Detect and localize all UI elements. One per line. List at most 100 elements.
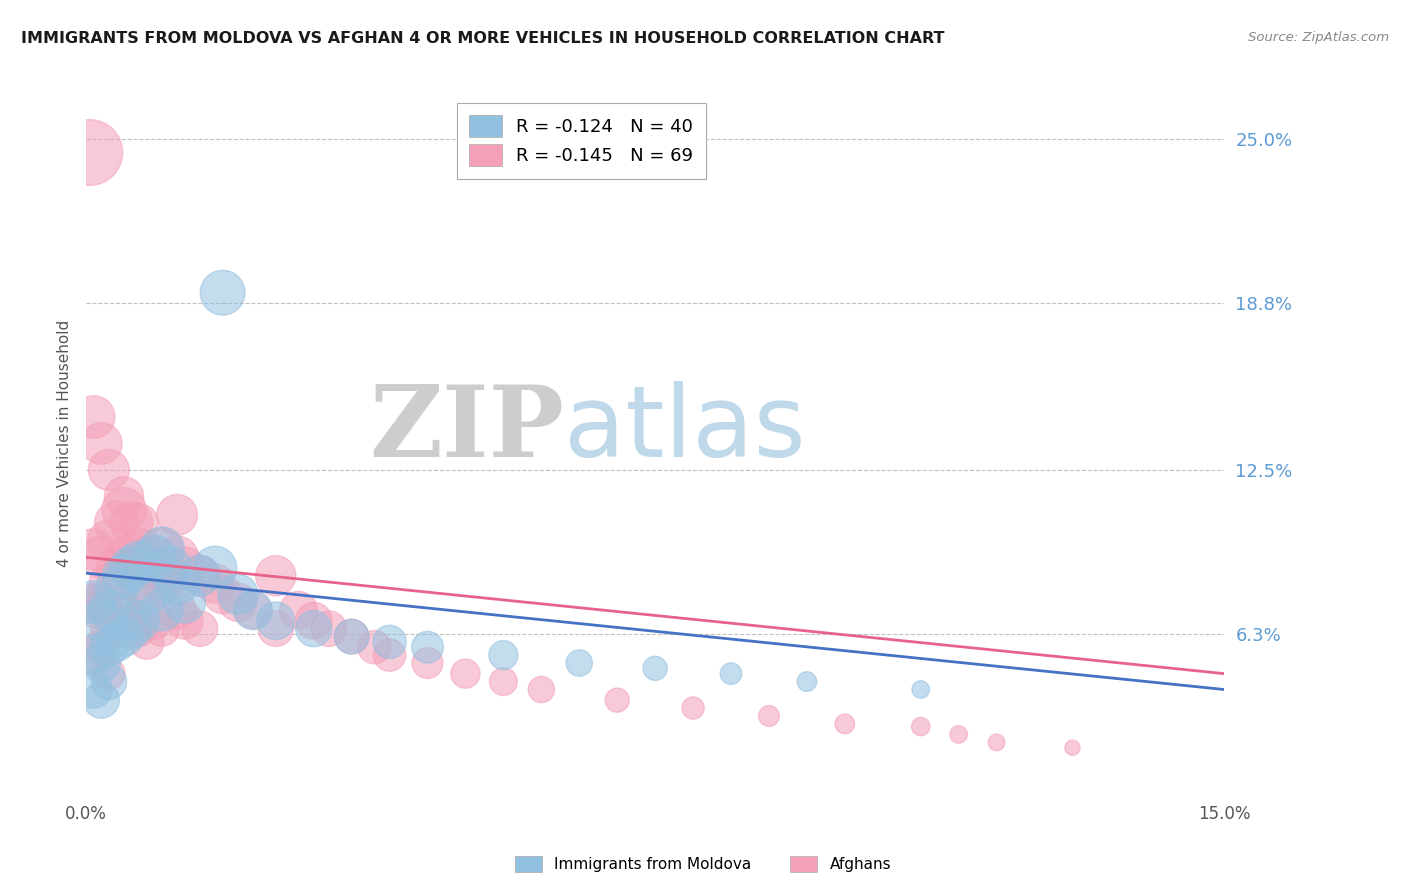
- Point: [97, 674, 120, 689]
- Point: [287, 603, 309, 617]
- Y-axis label: 4 or more Vehicles in Household: 4 or more Vehicles in Household: [58, 320, 72, 567]
- Point: [910, 720, 932, 734]
- Point: [97, 622, 120, 636]
- Point: [97, 534, 120, 549]
- Point: [242, 603, 264, 617]
- Point: [128, 576, 150, 591]
- Point: [378, 635, 401, 649]
- Point: [83, 595, 105, 609]
- Point: [112, 502, 135, 516]
- Point: [112, 489, 135, 503]
- Point: [97, 576, 120, 591]
- Point: [159, 568, 181, 582]
- Point: [318, 622, 340, 636]
- Point: [121, 561, 143, 575]
- Point: [90, 436, 112, 450]
- Point: [1062, 740, 1084, 755]
- Text: IMMIGRANTS FROM MOLDOVA VS AFGHAN 4 OR MORE VEHICLES IN HOUSEHOLD CORRELATION CH: IMMIGRANTS FROM MOLDOVA VS AFGHAN 4 OR M…: [21, 31, 945, 46]
- Point: [188, 568, 211, 582]
- Point: [166, 550, 188, 565]
- Point: [150, 603, 173, 617]
- Point: [121, 561, 143, 575]
- Point: [758, 709, 780, 723]
- Point: [90, 656, 112, 670]
- Point: [173, 614, 195, 628]
- Point: [264, 622, 287, 636]
- Point: [128, 556, 150, 570]
- Point: [90, 614, 112, 628]
- Point: [90, 693, 112, 707]
- Text: ZIP: ZIP: [370, 381, 564, 478]
- Point: [128, 622, 150, 636]
- Point: [105, 516, 128, 530]
- Point: [204, 576, 226, 591]
- Point: [302, 622, 325, 636]
- Point: [211, 587, 233, 601]
- Point: [128, 542, 150, 557]
- Point: [79, 145, 101, 160]
- Text: Source: ZipAtlas.com: Source: ZipAtlas.com: [1249, 31, 1389, 45]
- Point: [159, 561, 181, 575]
- Point: [135, 587, 157, 601]
- Point: [86, 603, 108, 617]
- Point: [83, 542, 105, 557]
- Point: [90, 550, 112, 565]
- Point: [416, 656, 439, 670]
- Point: [97, 666, 120, 681]
- Point: [143, 614, 166, 628]
- Point: [83, 682, 105, 697]
- Point: [986, 735, 1008, 749]
- Point: [416, 640, 439, 655]
- Point: [606, 693, 628, 707]
- Text: atlas: atlas: [564, 381, 806, 478]
- Point: [112, 630, 135, 644]
- Point: [97, 640, 120, 655]
- Point: [204, 561, 226, 575]
- Point: [226, 587, 249, 601]
- Point: [112, 568, 135, 582]
- Point: [188, 568, 211, 582]
- Point: [682, 701, 704, 715]
- Point: [128, 614, 150, 628]
- Point: [568, 656, 591, 670]
- Point: [454, 666, 477, 681]
- Point: [112, 603, 135, 617]
- Point: [166, 603, 188, 617]
- Point: [150, 576, 173, 591]
- Point: [105, 635, 128, 649]
- Legend: R = -0.124   N = 40, R = -0.145   N = 69: R = -0.124 N = 40, R = -0.145 N = 69: [457, 103, 706, 179]
- Point: [135, 550, 157, 565]
- Point: [105, 614, 128, 628]
- Point: [112, 550, 135, 565]
- Point: [226, 595, 249, 609]
- Point: [143, 561, 166, 575]
- Point: [135, 587, 157, 601]
- Point: [128, 516, 150, 530]
- Point: [302, 614, 325, 628]
- Point: [90, 595, 112, 609]
- Legend: Immigrants from Moldova, Afghans: Immigrants from Moldova, Afghans: [508, 848, 898, 880]
- Point: [90, 640, 112, 655]
- Point: [378, 648, 401, 662]
- Point: [644, 661, 666, 675]
- Point: [166, 576, 188, 591]
- Point: [121, 516, 143, 530]
- Point: [834, 717, 856, 731]
- Point: [83, 648, 105, 662]
- Point: [121, 614, 143, 628]
- Point: [211, 285, 233, 300]
- Point: [105, 582, 128, 596]
- Point: [720, 666, 742, 681]
- Point: [97, 463, 120, 477]
- Point: [121, 622, 143, 636]
- Point: [242, 603, 264, 617]
- Point: [150, 542, 173, 557]
- Point: [150, 542, 173, 557]
- Point: [910, 682, 932, 697]
- Point: [150, 622, 173, 636]
- Point: [105, 561, 128, 575]
- Point: [173, 595, 195, 609]
- Point: [363, 640, 385, 655]
- Point: [83, 595, 105, 609]
- Point: [796, 674, 818, 689]
